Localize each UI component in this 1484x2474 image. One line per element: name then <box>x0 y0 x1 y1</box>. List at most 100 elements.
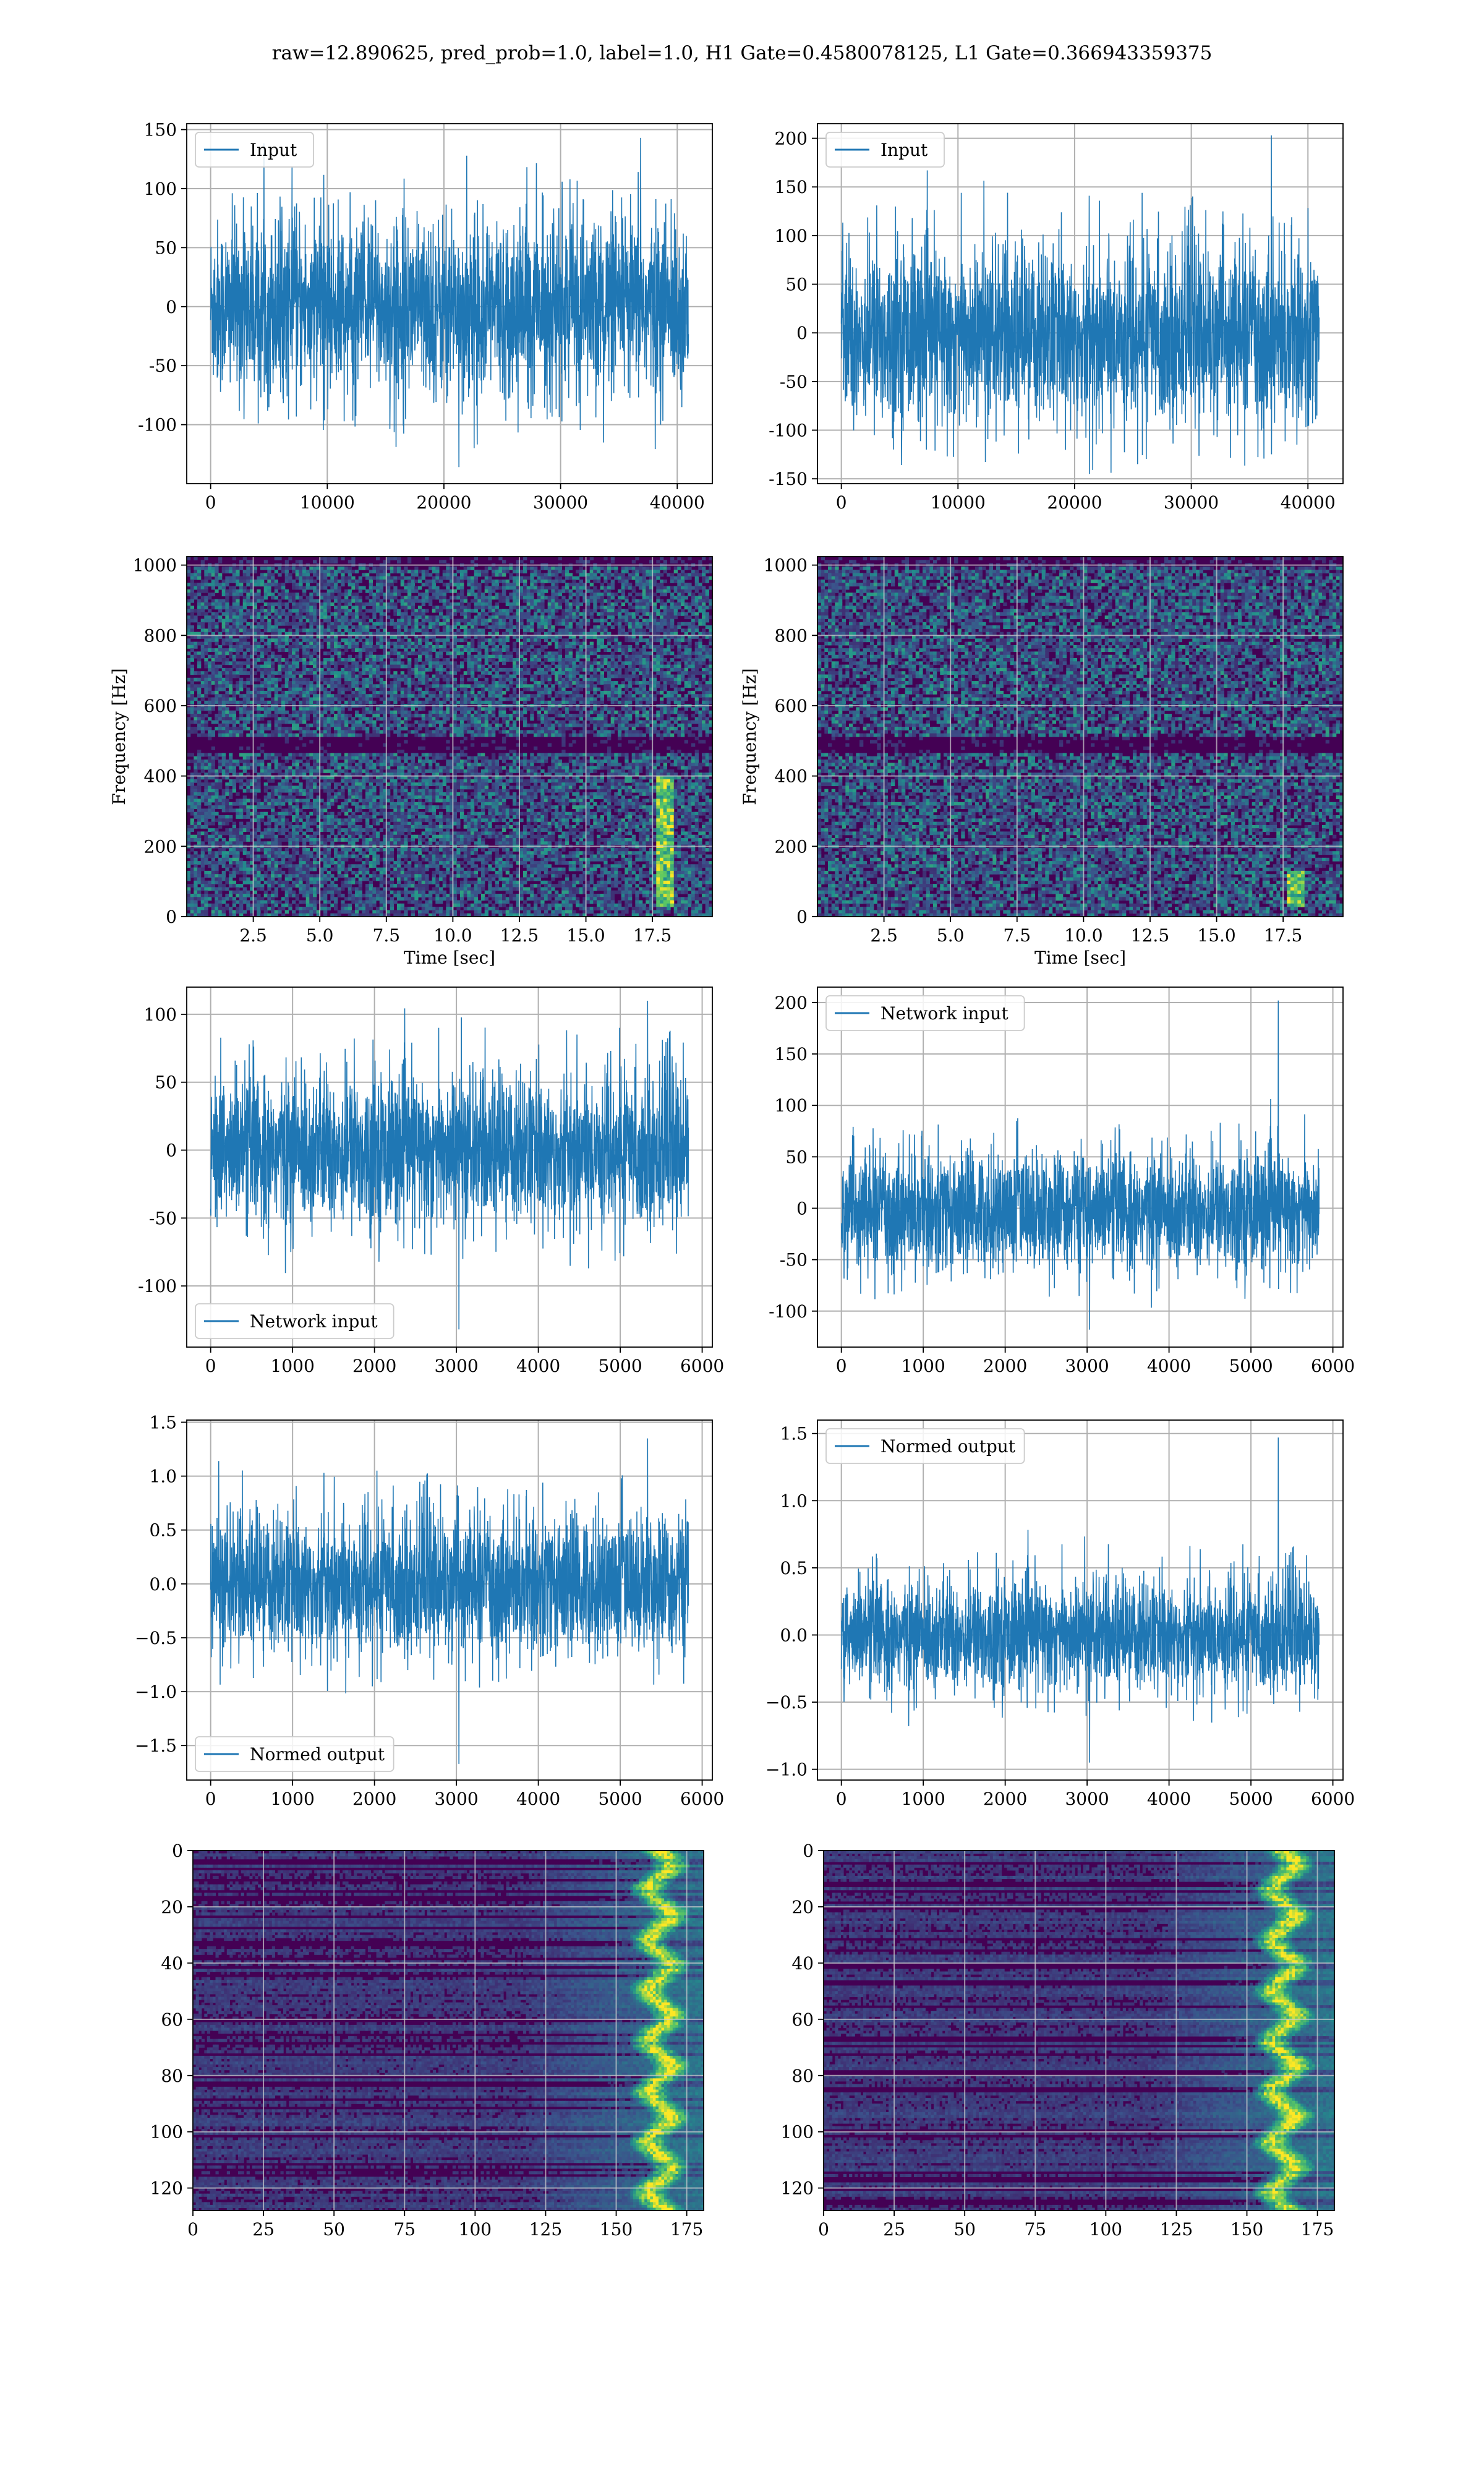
l1-spectrogram-xlabel: Time [sec] <box>1034 948 1126 968</box>
h1-spectrogram-ytick-label: 800 <box>144 625 177 646</box>
l1-input-xtick-label: 0 <box>836 492 847 513</box>
h1-normed-output-series-line <box>210 1438 689 1764</box>
h1-feature-map-ytick-label: 100 <box>150 2122 183 2142</box>
l1-network-input-frame <box>817 987 1344 1348</box>
l1-network-input-ytick-label: -100 <box>769 1301 808 1322</box>
h1-spectrogram-axes: 2.5 5.0 7.5 10.0 12.5 15.0 17.5 0 200 400 600 800 10… <box>109 555 713 968</box>
h1-input-frame <box>186 123 713 484</box>
h1-normed-output-xtick-label: 0 <box>205 1789 216 1809</box>
l1-spectrogram-ylabel: Frequency [Hz] <box>740 668 760 805</box>
l1-feature-map-xtick-label: 175 <box>1301 2219 1334 2240</box>
l1-network-input-ytick-label: 0 <box>796 1199 808 1219</box>
h1-input-xtick-label: 0 <box>205 492 216 513</box>
l1-spectrogram-xtick-label: 5.0 <box>937 925 965 946</box>
l1-network-input-series-line <box>840 1000 1320 1330</box>
h1-feature-map-xtick-label: 100 <box>459 2219 492 2240</box>
l1-feature-map-ytick-label: 60 <box>791 2010 814 2030</box>
h1-feature-map-xtick-label: 125 <box>529 2219 562 2240</box>
l1-normed-output-axes: 0 1000 2000 3000 4000 5000 6000 −1.0 −0.5 0.0 0.5 1… <box>765 1419 1355 1809</box>
l1-feature-map-xtick-label: 50 <box>953 2219 976 2240</box>
h1-feature-map-ytick-label: 20 <box>161 1897 183 1917</box>
h1-spectrogram-xtick-label: 12.5 <box>500 925 539 946</box>
l1-normed-output-xtick-label: 5000 <box>1229 1789 1273 1809</box>
l1-input-ytick-label: 100 <box>775 226 808 246</box>
l1-spectrogram-axes: 2.5 5.0 7.5 10.0 12.5 15.0 17.5 0 200 400 600 800 10… <box>740 555 1344 968</box>
l1-normed-output-ytick-label: 0.5 <box>780 1558 808 1578</box>
l1-input-xtick-label: 40000 <box>1281 492 1336 513</box>
l1-network-input-ytick-label: -50 <box>780 1250 808 1270</box>
h1-normed-output-ytick-label: 1.0 <box>149 1466 177 1487</box>
h1-feature-map-ytick-label: 60 <box>161 2010 183 2030</box>
l1-input-ytick-label: 200 <box>775 129 808 149</box>
h1-input-ytick-label: 0 <box>166 297 177 317</box>
h1-spectrogram-ytick-label: 1000 <box>133 555 177 576</box>
l1-input-ytick-label: -100 <box>769 420 808 440</box>
h1-feature-map-xtick-label: 50 <box>323 2219 345 2240</box>
h1-feature-map-axes: 0 25 50 75 100 125 150 175 0 20 40 60 80 100 120 <box>150 1841 704 2240</box>
h1-input-legend-label: Input <box>250 140 297 160</box>
h1-feature-map-xtick-label: 25 <box>252 2219 275 2240</box>
l1-feature-map-xtick-label: 0 <box>818 2219 829 2240</box>
l1-input-xtick-label: 20000 <box>1047 492 1102 513</box>
h1-network-input-ytick-label: 50 <box>155 1072 177 1093</box>
l1-spectrogram-heatmap <box>817 557 1343 917</box>
h1-feature-map-ytick-label: 40 <box>161 1953 183 1974</box>
l1-normed-output-ytick-label: −1.0 <box>765 1760 808 1780</box>
h1-normed-output-axes: 0 1000 2000 3000 4000 5000 6000 −1.5 −1.0 −0.5 0.0… <box>135 1412 724 1809</box>
h1-input-xtick-label: 40000 <box>650 492 705 513</box>
h1-spectrogram-xtick-label: 7.5 <box>373 925 401 946</box>
l1-feature-map-frame <box>823 1850 1335 2211</box>
l1-feature-map-xtick-label: 150 <box>1230 2219 1263 2240</box>
l1-network-input-xtick-label: 2000 <box>983 1356 1027 1376</box>
h1-network-input-legend-label: Network input <box>250 1311 378 1332</box>
l1-network-input-xtick-label: 4000 <box>1147 1356 1191 1376</box>
h1-network-input-xtick-label: 5000 <box>598 1356 642 1376</box>
l1-spectrogram-xtick-label: 2.5 <box>870 925 898 946</box>
h1-spectrogram-ytick-label: 400 <box>144 766 177 787</box>
h1-feature-map-xtick-label: 175 <box>670 2219 703 2240</box>
l1-normed-output-xtick-label: 2000 <box>983 1789 1027 1809</box>
l1-network-input-xtick-label: 1000 <box>902 1356 945 1376</box>
l1-network-input-ytick-label: 200 <box>775 993 808 1013</box>
h1-input-ytick-label: 150 <box>144 120 177 140</box>
h1-network-input-xtick-label: 1000 <box>271 1356 315 1376</box>
h1-input-xtick-label: 10000 <box>300 492 355 513</box>
h1-spectrogram-grid <box>187 557 712 917</box>
h1-input-axes: 0 10000 20000 30000 40000 -100 -50 0 50 100 150 Inp… <box>138 120 713 513</box>
h1-spectrogram-xtick-label: 17.5 <box>633 925 672 946</box>
l1-input-ytick-label: 50 <box>785 275 808 295</box>
l1-network-input-xtick-label: 5000 <box>1229 1356 1273 1376</box>
l1-network-input-ytick-label: 50 <box>785 1147 808 1167</box>
l1-feature-map-ytick-label: 0 <box>803 1841 814 1861</box>
l1-feature-map-ytick-label: 80 <box>791 2066 814 2086</box>
h1-spectrogram-xtick-label: 5.0 <box>306 925 334 946</box>
h1-normed-output-ytick-label: 1.5 <box>149 1412 177 1432</box>
l1-spectrogram-ytick-label: 200 <box>775 836 808 857</box>
h1-feature-map-ytick-label: 120 <box>150 2178 183 2199</box>
h1-normed-output-ytick-label: 0.0 <box>149 1574 177 1594</box>
h1-normed-output-xtick-label: 5000 <box>598 1789 642 1809</box>
l1-input-series-line <box>840 135 1320 474</box>
h1-spectrogram-xtick-label: 15.0 <box>566 925 605 946</box>
l1-spectrogram-ytick-label: 800 <box>775 625 808 646</box>
l1-normed-output-ytick-label: 0.0 <box>780 1625 808 1645</box>
h1-input-ytick-label: 50 <box>155 238 177 258</box>
l1-normed-output-xtick-label: 0 <box>836 1789 847 1809</box>
l1-input-frame <box>817 123 1344 484</box>
l1-network-input-legend-label: Network input <box>881 1003 1009 1024</box>
l1-network-input-xtick-label: 6000 <box>1311 1356 1355 1376</box>
l1-feature-map-ytick-label: 40 <box>791 1953 814 1974</box>
h1-normed-output-ytick-label: 0.5 <box>149 1520 177 1541</box>
l1-feature-map-ytick-label: 20 <box>791 1897 814 1917</box>
l1-spectrogram-ytick-label: 400 <box>775 766 808 787</box>
h1-feature-map-heatmap <box>193 1851 704 2211</box>
h1-feature-map-ytick-label: 0 <box>172 1841 183 1861</box>
figure-title: raw=12.890625, pred_prob=1.0, label=1.0,… <box>0 42 1484 64</box>
l1-spectrogram-ytick-label: 0 <box>796 907 808 927</box>
h1-network-input-frame <box>186 987 713 1348</box>
l1-normed-output-series-line <box>840 1437 1320 1763</box>
l1-input-axes: 0 10000 20000 30000 40000 -150 -100 -50 0 50 100 15… <box>769 123 1344 513</box>
l1-normed-output-xtick-label: 1000 <box>902 1789 945 1809</box>
h1-normed-output-xtick-label: 6000 <box>680 1789 724 1809</box>
h1-normed-output-ytick-label: −0.5 <box>135 1628 177 1648</box>
